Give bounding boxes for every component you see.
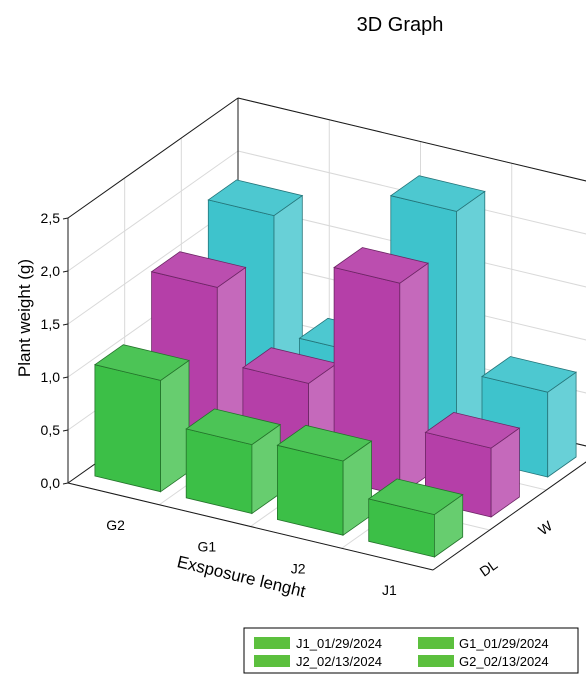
frame-edge xyxy=(432,461,586,571)
bar-front-face xyxy=(94,364,162,493)
legend: J1_01/29/2024 G1_01/29/2024 J2_02/13/2024 G… xyxy=(243,627,579,674)
legend-entry-label: J2_02/13/2024 xyxy=(296,654,382,669)
bar-top-face xyxy=(150,251,247,288)
y-tick-mark xyxy=(62,376,69,379)
frame-edge xyxy=(237,97,586,182)
y-tick-label: 2,5 xyxy=(41,210,61,226)
frame-edge xyxy=(67,97,239,219)
bar-side-face xyxy=(160,359,190,493)
bar-top-face xyxy=(424,411,521,449)
bar-top-face xyxy=(185,408,282,446)
y-axis-label: Plant weight (g) xyxy=(15,259,34,377)
x-tick-labels: G2 G1 J2 J1 xyxy=(106,517,397,598)
bar-side-face xyxy=(399,262,429,496)
y-tick-label: 0,5 xyxy=(41,422,61,438)
chart-title: 3D Graph xyxy=(357,14,444,36)
x-tick-label: J1 xyxy=(382,582,397,598)
legend-swatch xyxy=(418,655,454,667)
y-tick-mark xyxy=(62,217,69,220)
bar-dl-j1 xyxy=(367,478,464,558)
x-tick-label: G2 xyxy=(106,517,125,533)
legend-swatch xyxy=(254,655,290,667)
legend-entry-label: G1_01/29/2024 xyxy=(459,636,549,651)
y-tick-label: 2,0 xyxy=(41,263,61,279)
x-tick-label: G1 xyxy=(198,539,217,555)
y-tick-mark xyxy=(62,429,69,432)
y-tick-label: 1,5 xyxy=(41,316,61,332)
y-tick-mark xyxy=(62,482,69,485)
bar-top-face xyxy=(333,247,430,284)
bar-top-face xyxy=(207,179,304,217)
bar-top-face xyxy=(389,175,486,212)
frame-edge xyxy=(67,482,434,571)
y-tick-mark xyxy=(62,270,69,273)
legend-entry-label: G2_02/13/2024 xyxy=(459,654,549,669)
bar-top-face xyxy=(276,424,373,462)
bar-top-face xyxy=(93,344,190,381)
bar-top-face xyxy=(481,356,578,393)
bar-top-face xyxy=(367,478,464,516)
y-tick-label: 1,0 xyxy=(41,369,61,385)
y-tick-mark xyxy=(62,323,69,326)
depth-tick-label: DL xyxy=(477,556,501,579)
legend-swatch xyxy=(254,637,290,649)
depth-tick-label: W xyxy=(535,517,556,538)
bar-dl-g1 xyxy=(185,408,282,515)
x-tick-label: J2 xyxy=(291,560,306,576)
bar-dl-j2 xyxy=(276,424,373,536)
x-axis-label: Exsposure lenght xyxy=(175,552,307,601)
legend-box xyxy=(243,627,579,674)
bars xyxy=(93,175,578,558)
legend-swatch xyxy=(418,637,454,649)
back-wall-gridline xyxy=(237,97,586,182)
side-wall-gridline xyxy=(67,150,239,272)
y-tick-labels: 0,0 0,5 1,0 1,5 2,0 2,5 xyxy=(41,210,69,491)
y-tick-label: 0,0 xyxy=(41,475,61,491)
legend-entry-label: J1_01/29/2024 xyxy=(296,636,382,651)
bar-dl-g2 xyxy=(93,344,190,493)
